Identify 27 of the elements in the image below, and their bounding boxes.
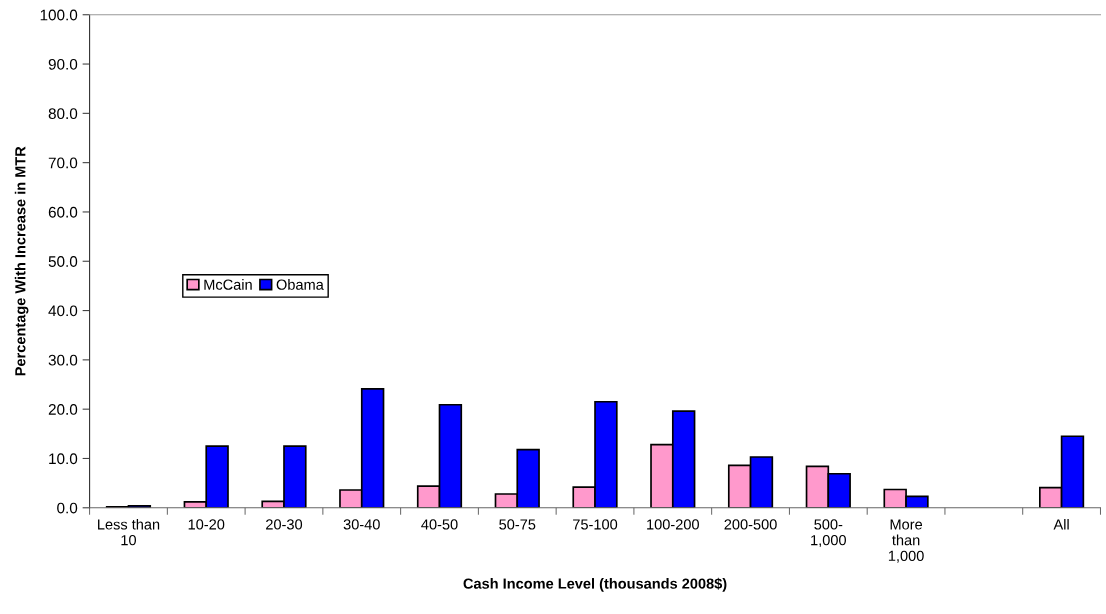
x-axis-title: Cash Income Level (thousands 2008$) [463,577,727,592]
x-tick-label: 50-75 [499,519,536,530]
y-tick-label: 90.0 [48,58,78,70]
x-tick-label: 200-500 [724,519,777,530]
y-tick-label: 50.0 [48,256,78,267]
x-tick-label: 10-20 [188,519,225,530]
y-tick-label: 0.0 [57,502,78,514]
y-tick-label: 20.0 [48,404,78,415]
y-axis-title: Percentage With Increase in MTR [14,146,29,376]
x-tick-label: Less than 10 [98,518,160,546]
x-tick-label: 40-50 [421,519,458,530]
x-tick-label: 100-200 [647,519,699,530]
legend-label: Obama [276,279,324,290]
x-tick-label: 75-100 [573,519,618,530]
y-tick-label: 60.0 [48,206,78,218]
legend-label: McCain [204,279,252,290]
x-tick-label: 500- 1,000 [811,519,846,548]
y-tick-label: 30.0 [48,354,78,366]
x-tick-label: All [1053,518,1069,530]
y-tick-label: 10.0 [49,453,78,465]
y-tick-label: 40.0 [48,305,78,317]
x-tick-label: More than 1,000 [888,519,924,563]
x-tick-label: 30-40 [343,519,380,530]
x-tick-label: 20-30 [266,519,303,530]
y-tick-label: 70.0 [48,157,78,169]
y-tick-label: 80.0 [48,108,78,120]
y-tick-label: 100.0 [40,9,78,21]
